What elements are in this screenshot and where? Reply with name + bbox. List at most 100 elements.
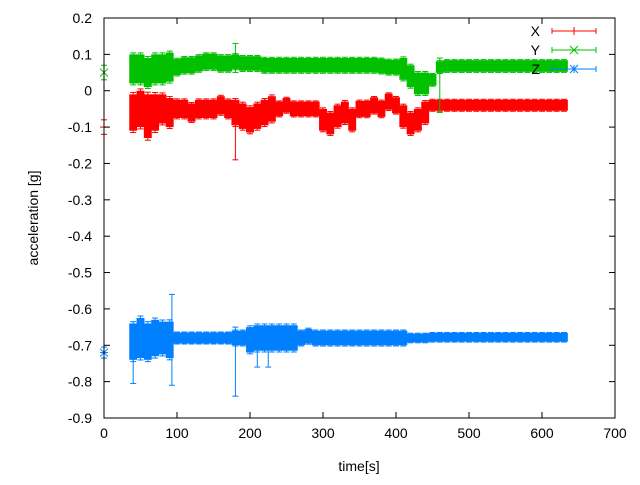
y-tick-label: -0.1	[68, 119, 92, 135]
legend-label: X	[531, 23, 541, 39]
errorbar	[429, 72, 436, 87]
errorbar	[509, 98, 516, 112]
errorbar	[174, 98, 180, 120]
errorbar	[305, 327, 312, 345]
errorbar	[298, 100, 305, 118]
errorbar	[473, 98, 480, 112]
errorbar	[385, 329, 392, 347]
marker-cross	[569, 45, 579, 55]
errorbar	[356, 99, 363, 119]
errorbar	[458, 59, 465, 73]
errorbar	[188, 331, 195, 345]
marker-star	[569, 64, 579, 74]
errorbar	[341, 100, 348, 126]
errorbar	[334, 329, 341, 347]
errorbar	[553, 331, 560, 343]
errorbar	[466, 59, 472, 73]
errorbar	[268, 323, 275, 353]
errorbar	[349, 329, 356, 347]
errorbar	[487, 98, 494, 112]
errorbar	[247, 54, 253, 72]
x-axis-label: time[s]	[338, 458, 379, 474]
y-axis-label: acceleration [g]	[25, 171, 41, 266]
errorbar	[546, 98, 553, 112]
errorbar	[210, 52, 217, 71]
errorbar	[210, 98, 217, 120]
errorbar	[502, 59, 509, 73]
errorbar	[378, 57, 385, 75]
errorbar	[341, 329, 348, 347]
errorbar	[393, 58, 399, 76]
errorbar	[276, 56, 283, 74]
errorbar	[356, 329, 363, 347]
series-Y	[99, 42, 568, 114]
errorbar	[334, 56, 341, 74]
errorbar	[181, 55, 188, 75]
errorbar	[407, 110, 414, 136]
legend-item-Y: Y	[531, 42, 597, 58]
errorbar	[509, 59, 516, 73]
errorbar	[181, 331, 188, 345]
marker-plus	[570, 27, 578, 35]
errorbar	[152, 52, 159, 86]
errorbar	[363, 329, 370, 347]
errorbar	[444, 331, 451, 343]
errorbar	[487, 331, 494, 343]
errorbar	[225, 54, 232, 73]
errorbar-outlier	[265, 337, 272, 368]
errorbar	[400, 103, 407, 129]
x-tick-label: 400	[384, 425, 408, 441]
errorbar-outlier	[168, 293, 175, 386]
errorbar	[195, 54, 202, 73]
errorbar	[473, 59, 480, 73]
errorbar-outlier	[232, 101, 239, 161]
y-tick-label: -0.4	[68, 228, 92, 244]
errorbar	[320, 56, 326, 74]
errorbar	[174, 331, 180, 345]
x-tick-label: 300	[311, 425, 335, 441]
errorbar	[407, 63, 414, 89]
errorbar	[210, 331, 217, 345]
errorbar	[422, 332, 429, 344]
errorbar	[261, 98, 268, 128]
errorbar	[327, 110, 334, 136]
legend-item-Z: Z	[531, 61, 597, 77]
errorbar	[203, 52, 210, 71]
errorbar	[166, 50, 173, 84]
errorbar	[166, 96, 173, 130]
errorbar	[217, 94, 224, 116]
errorbar	[429, 98, 436, 112]
legend-label: Z	[531, 61, 540, 77]
y-tick-label: -0.8	[68, 374, 92, 390]
errorbar	[480, 98, 487, 112]
errorbar	[312, 56, 319, 74]
errorbar	[502, 98, 509, 112]
errorbar	[400, 56, 407, 82]
errorbar	[290, 323, 297, 353]
errorbar	[341, 56, 348, 74]
errorbar	[144, 91, 151, 141]
errorbar	[144, 56, 151, 90]
errorbar	[195, 331, 202, 345]
errorbar	[473, 331, 480, 343]
errorbar	[429, 331, 436, 343]
y-tick-label: 0.2	[73, 10, 93, 26]
errorbar	[298, 329, 305, 347]
errorbar	[298, 56, 305, 74]
errorbar	[247, 105, 253, 135]
errorbar	[159, 52, 166, 86]
errorbar	[290, 56, 297, 74]
errorbar	[531, 59, 538, 73]
errorbar	[531, 98, 538, 112]
errorbar-outlier	[436, 57, 443, 114]
errorbar	[137, 315, 144, 361]
errorbar	[546, 59, 553, 73]
errorbar	[203, 98, 210, 120]
errorbar	[152, 92, 159, 134]
errorbar	[312, 329, 319, 347]
errorbar-outlier	[232, 326, 239, 397]
errorbar	[407, 332, 414, 344]
errorbar	[436, 331, 443, 343]
errorbar	[517, 59, 524, 73]
errorbar	[502, 331, 509, 343]
